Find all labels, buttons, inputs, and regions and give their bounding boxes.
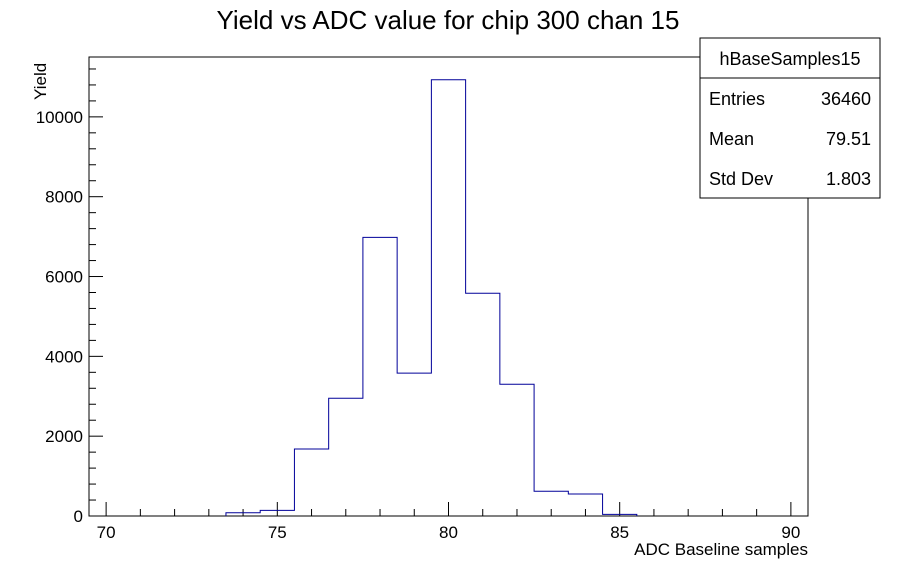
x-tick-label: 75 [268, 523, 287, 542]
x-tick-label: 90 [781, 523, 800, 542]
stats-stddev-value: 1.803 [826, 169, 871, 189]
y-tick-label: 6000 [45, 268, 83, 287]
stats-mean-value: 79.51 [826, 129, 871, 149]
histogram-line [225, 79, 638, 516]
y-tick-labels: 0 2000 4000 6000 8000 10000 [36, 108, 83, 526]
y-tick-label: 0 [74, 507, 83, 526]
x-tick-labels: 70 75 80 85 90 [97, 523, 801, 542]
y-tick-label: 2000 [45, 427, 83, 446]
chart-title: Yield vs ADC value for chip 300 chan 15 [217, 5, 680, 35]
stats-stddev-label: Std Dev [709, 169, 773, 189]
x-tick-label: 70 [97, 523, 116, 542]
x-axis-label: ADC Baseline samples [634, 540, 808, 559]
axis-ticks [89, 68, 792, 517]
y-tick-label: 4000 [45, 347, 83, 366]
y-tick-label: 10000 [36, 108, 83, 127]
stats-box-frame [699, 37, 881, 199]
x-tick-label: 80 [439, 523, 458, 542]
y-axis-label: Yield [31, 63, 50, 100]
y-tick-label: 8000 [45, 188, 83, 207]
stats-mean-label: Mean [709, 129, 754, 149]
x-tick-label: 85 [610, 523, 629, 542]
stats-histogram-name: hBaseSamples15 [719, 49, 860, 69]
stats-entries-label: Entries [709, 89, 765, 109]
stats-entries-value: 36460 [821, 89, 871, 109]
stats-box: hBaseSamples15 Entries 36460 Mean 79.51 … [699, 37, 881, 199]
